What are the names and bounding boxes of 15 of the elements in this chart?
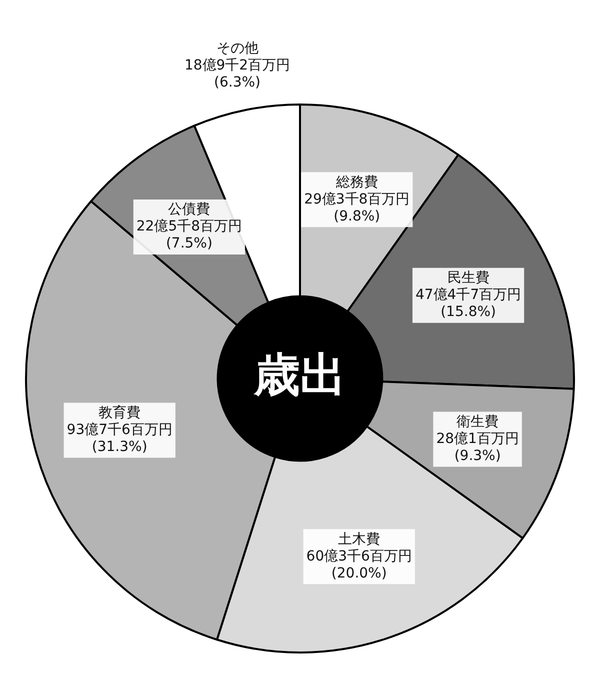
data-label: 22億5千8百万円 (7.5%): [136, 218, 242, 252]
slice-label: 教育費: [98, 404, 141, 421]
slice-label: 衛生費: [456, 414, 499, 430]
slice-label: 民生費: [447, 270, 490, 286]
slice-label: 総務費: [334, 174, 378, 190]
data-label: 47億4千7百万円 (15.8%): [415, 287, 522, 320]
slice-label: 公債費: [168, 202, 210, 218]
data-label: 93億7千6百万円 (31.3%): [66, 422, 172, 455]
data-label: 18億9千2百万円 (6.3%): [184, 57, 290, 90]
slice-label: 土木費: [338, 531, 380, 548]
data-label: 29億3千8百万円 (9.8%): [304, 191, 410, 224]
slice-label: その他: [216, 40, 258, 56]
text: 歳出: [253, 347, 346, 402]
data-label: 60億3千6百万円 (20.0%): [306, 548, 412, 582]
data-label: 28億1百万円 (9.3%): [436, 430, 519, 464]
